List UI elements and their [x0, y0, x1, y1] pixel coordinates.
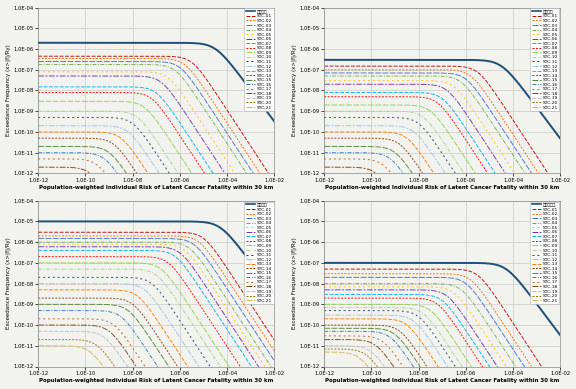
Y-axis label: Exceedance Frequency (x>|f|/Ry): Exceedance Frequency (x>|f|/Ry): [291, 45, 297, 137]
X-axis label: Population-weighted Individual Risk of Latent Cancer Fatality within 30 km: Population-weighted Individual Risk of L…: [39, 185, 274, 190]
X-axis label: Population-weighted Individual Risk of Latent Cancer Fatality within 30 km: Population-weighted Individual Risk of L…: [325, 378, 559, 384]
Legend: 내부사건, STC-01, STC-02, STC-03, STC-04, STC-05, STC-06, STC-07, STC-08, STC-09, ST: 내부사건, STC-01, STC-02, STC-03, STC-04, ST…: [244, 9, 274, 111]
Y-axis label: Exceedance Frequency (x>|f|/Ry): Exceedance Frequency (x>|f|/Ry): [291, 238, 297, 329]
Y-axis label: Exceedance Frequency (x>|f|/Ry): Exceedance Frequency (x>|f|/Ry): [6, 238, 11, 329]
Legend: 화후사건, STC-01, STC-02, STC-03, STC-04, STC-05, STC-06, STC-07, STC-08, STC-09, ST: 화후사건, STC-01, STC-02, STC-03, STC-04, ST…: [530, 9, 559, 111]
X-axis label: Population-weighted Individual Risk of Latent Cancer Fatality within 30 km: Population-weighted Individual Risk of L…: [325, 185, 559, 190]
X-axis label: Population-weighted Individual Risk of Latent Cancer Fatality within 30 km: Population-weighted Individual Risk of L…: [39, 378, 274, 384]
Legend: 피사외사건, STC-01, STC-02, STC-03, STC-04, STC-05, STC-06, STC-07, STC-08, STC-09, S: 피사외사건, STC-01, STC-02, STC-03, STC-04, S…: [530, 202, 559, 304]
Y-axis label: Exceedance Frequency (x>|f|/Ry): Exceedance Frequency (x>|f|/Ry): [6, 45, 11, 137]
Legend: 지진사건, STC-01, STC-02, STC-03, STC-04, STC-05, STC-06, STC-07, STC-08, STC-09, ST: 지진사건, STC-01, STC-02, STC-03, STC-04, ST…: [244, 202, 274, 304]
